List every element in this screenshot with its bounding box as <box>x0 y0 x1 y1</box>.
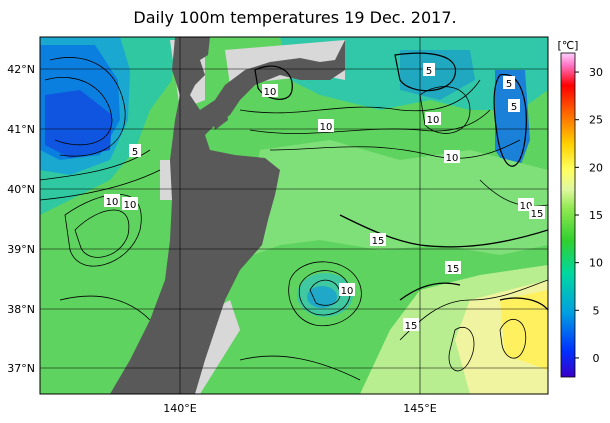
colorbar-ticks: 30 25 20 15 10 5 0 <box>575 66 603 365</box>
isotherm <box>49 57 126 157</box>
contour-label: 10 <box>341 286 354 297</box>
colorbar-tick-label: 15 <box>589 209 603 222</box>
land-peninsula <box>210 100 228 130</box>
contour-label: 5 <box>506 79 512 90</box>
cold-eddy-ne <box>400 50 475 100</box>
lat-label: 42°N <box>7 63 35 76</box>
contour-label: 5 <box>511 102 517 113</box>
contour-label: 10 <box>264 87 277 98</box>
isotherm <box>64 193 142 267</box>
colorbar: [℃] 30 25 20 15 10 5 0 <box>558 39 603 378</box>
isotherm <box>399 282 461 301</box>
warm-core-se <box>500 290 548 370</box>
contour-label: 5 <box>132 147 138 158</box>
coldest-core-nw <box>45 90 112 158</box>
isotherm <box>298 270 351 316</box>
isotherm <box>479 179 548 207</box>
lat-label: 41°N <box>7 123 35 136</box>
lat-label: 38°N <box>7 303 35 316</box>
contour-label: 10 <box>520 201 533 212</box>
contour-label: 15 <box>531 209 544 220</box>
colorbar-tick-label: 25 <box>589 114 603 127</box>
isotherm <box>499 297 548 311</box>
contour-label: 10 <box>446 153 459 164</box>
map-plot-area <box>40 37 548 394</box>
map-frame <box>39 36 549 395</box>
cold-band-east <box>495 70 530 180</box>
colorbar-tick-label: 30 <box>589 66 603 79</box>
graticule <box>40 37 548 394</box>
contour-label: 10 <box>106 197 119 208</box>
isotherm <box>44 77 113 146</box>
colorbar-tick-label: 20 <box>589 161 603 174</box>
longitude-labels: 140°E 145°E <box>163 402 436 415</box>
contour-label: 10 <box>124 200 137 211</box>
latitude-labels: 42°N 41°N 40°N 39°N 38°N 37°N <box>7 63 35 375</box>
map-title: Daily 100m temperatures 19 Dec. 2017. <box>133 8 457 27</box>
contour-label: 10 <box>320 122 333 133</box>
isotherm <box>499 319 527 359</box>
isotherm <box>269 139 521 159</box>
lon-label: 140°E <box>163 402 196 415</box>
isotherm <box>288 261 362 327</box>
colorbar-tick-label: 5 <box>593 304 600 317</box>
isotherm <box>493 73 527 167</box>
colorbar-tick-label: 10 <box>589 257 603 270</box>
isotherm <box>239 355 361 381</box>
isotherm <box>448 327 475 372</box>
colorbar-unit: [℃] <box>558 39 579 52</box>
isotherm <box>74 209 130 258</box>
isotherm <box>239 79 481 114</box>
lat-label: 39°N <box>7 243 35 256</box>
warm-belt <box>240 140 548 260</box>
cold-eddy-core <box>307 286 337 308</box>
contour-label: 15 <box>372 236 385 247</box>
contour-label: 10 <box>427 115 440 126</box>
isotherm <box>394 52 457 92</box>
lat-label: 40°N <box>7 183 35 196</box>
lat-label: 37°N <box>7 362 35 375</box>
land-honshu <box>110 37 345 394</box>
isotherm <box>419 86 471 134</box>
lon-label: 145°E <box>403 402 436 415</box>
contour-label: 15 <box>447 264 460 275</box>
contour-label: 5 <box>426 66 432 77</box>
contour-label-group: 5 5 5 5 10 10 10 10 10 10 10 15 15 15 15… <box>104 63 545 332</box>
colorbar-tick-label: 0 <box>593 352 600 365</box>
isotherm <box>59 295 151 321</box>
colorbar-scale <box>560 52 576 378</box>
contour-label: 15 <box>405 321 418 332</box>
